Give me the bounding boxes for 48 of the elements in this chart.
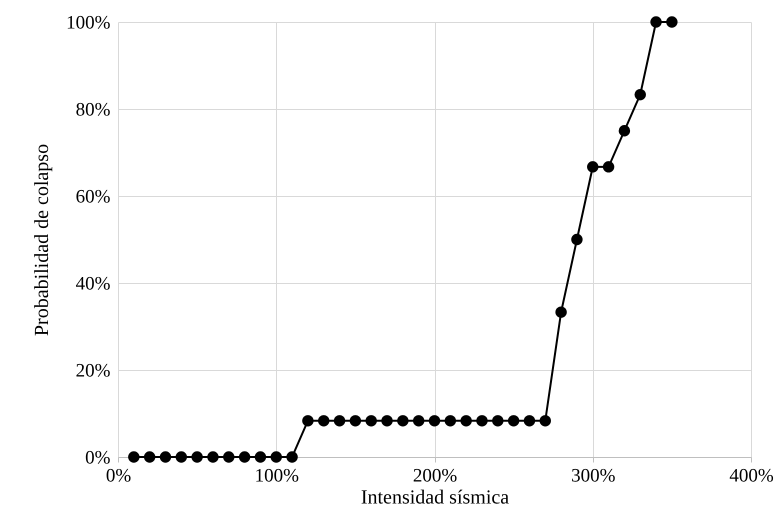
point <box>238 451 250 463</box>
point <box>207 451 219 463</box>
point <box>460 415 472 426</box>
point <box>412 415 424 426</box>
point <box>476 415 488 426</box>
point <box>571 234 583 246</box>
point <box>160 451 172 463</box>
point <box>381 415 393 426</box>
point <box>602 161 614 173</box>
point <box>492 415 504 426</box>
y-tick-label: 60% <box>76 186 111 208</box>
point <box>524 415 536 426</box>
point <box>286 451 298 463</box>
x-tick-label: 0% <box>106 466 132 486</box>
x-tick-label: 100% <box>254 466 300 486</box>
x-tick-label: 300% <box>571 466 616 486</box>
point <box>650 16 662 28</box>
point <box>618 125 630 136</box>
x-tick-label: 400% <box>729 466 774 486</box>
point <box>555 306 567 318</box>
y-tick-label: 20% <box>76 360 111 382</box>
point <box>540 415 551 426</box>
point <box>508 415 520 426</box>
point <box>176 451 187 463</box>
point <box>318 415 330 426</box>
point <box>350 415 362 426</box>
point <box>634 88 646 100</box>
point <box>397 415 409 426</box>
point <box>334 415 346 426</box>
point <box>144 451 156 463</box>
point <box>128 451 140 463</box>
y-tick-label: 100% <box>66 12 111 34</box>
y-tick-label: 80% <box>76 100 111 120</box>
point <box>270 451 282 463</box>
point <box>191 451 203 463</box>
point <box>444 415 456 426</box>
point <box>254 451 266 463</box>
y-tick-label: 40% <box>76 274 111 294</box>
x-axis-title: Intensidad sísmica <box>360 486 510 508</box>
y-tick-label: 0% <box>85 448 111 468</box>
point <box>223 451 234 463</box>
x-tick-label: 200% <box>412 466 458 486</box>
point <box>302 415 314 426</box>
point <box>587 161 598 173</box>
y-axis-title: Probabilidad de colapso <box>31 144 54 336</box>
point <box>666 16 678 28</box>
point <box>428 415 440 426</box>
point <box>366 415 377 426</box>
